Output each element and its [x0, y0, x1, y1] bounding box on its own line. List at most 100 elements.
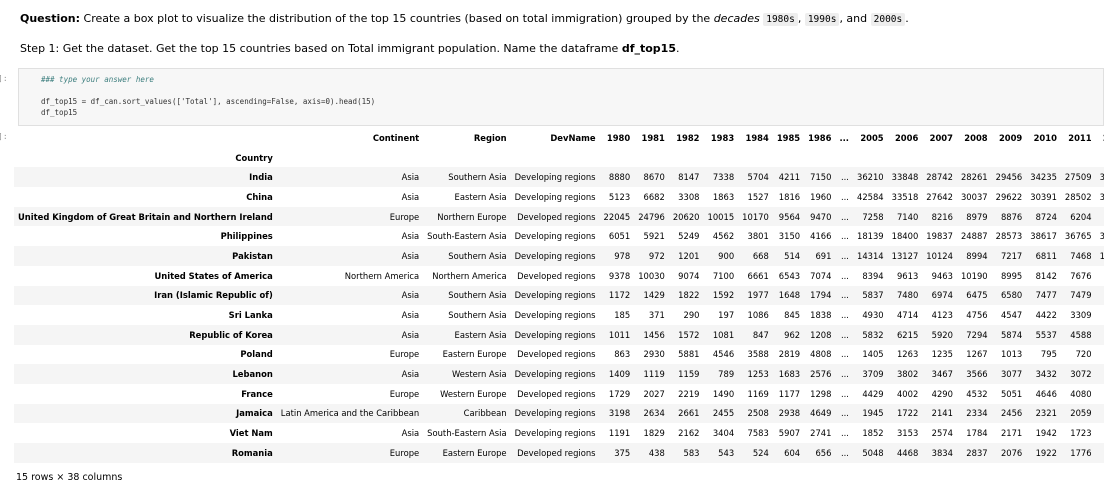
cell: 20620	[672, 211, 700, 222]
cell: 10124	[926, 250, 953, 261]
cell: 9613	[896, 270, 919, 281]
cell: ...	[840, 211, 849, 222]
cell: 7468	[1070, 250, 1092, 261]
cell: ...	[840, 270, 849, 281]
cell: 1977	[747, 290, 769, 301]
row-index: Pakistan	[232, 250, 273, 261]
cell: 28261	[960, 172, 988, 183]
column-header: 2005	[860, 132, 884, 143]
cell: 656	[815, 447, 832, 458]
cell: 7150	[810, 172, 832, 183]
cell: 978	[614, 250, 631, 261]
cell: South-Eastern Asia	[427, 428, 507, 439]
cell: 3077	[1000, 369, 1023, 380]
blank	[773, 148, 804, 168]
cell: 4756	[966, 310, 988, 321]
cell: Developing regions	[514, 329, 596, 340]
cell: 1784	[966, 428, 988, 439]
cell: 9074	[678, 270, 700, 281]
cell: 4930	[862, 310, 884, 321]
cell: ...	[840, 428, 849, 439]
blank	[600, 148, 635, 168]
data-row: United Kingdom of Great Britain and Nort…	[14, 206, 1104, 227]
cell: 7338	[712, 172, 735, 183]
cell: 10170	[742, 211, 769, 222]
cell: 3588	[747, 349, 769, 360]
cell: 5704	[747, 172, 769, 183]
cell: 29456	[995, 172, 1023, 183]
cell: Developing regions	[514, 369, 596, 380]
cell: 5048	[862, 447, 884, 458]
question-code: 1980s	[763, 13, 798, 26]
row-index: China	[246, 191, 273, 202]
cell: 4646	[1035, 388, 1057, 399]
data-row: Viet Nam Asia South-Eastern Asia Developing…	[14, 423, 1104, 443]
cell: 197	[718, 310, 735, 321]
cell: 4422	[1035, 310, 1057, 321]
cell: 2076	[1000, 447, 1023, 458]
cell: 1722	[896, 408, 919, 419]
cell: 6204	[1070, 211, 1092, 222]
cell: Europe	[389, 388, 420, 399]
data-row: France Europe Western Europe Developed regi…	[14, 384, 1104, 404]
cell: 5874	[1000, 329, 1023, 340]
cell: 42584	[856, 191, 884, 202]
row-index: United Kingdom of Great Britain and Nort…	[18, 211, 273, 222]
question-code: 2000s	[870, 13, 906, 26]
cell: 28573	[995, 231, 1023, 242]
cell: Developing regions	[514, 191, 596, 202]
question-label: Question:	[20, 12, 81, 25]
cell: 1960	[810, 191, 832, 202]
cell: 1081	[712, 329, 735, 340]
cell: 779	[1096, 345, 1104, 365]
cell: 1490	[712, 388, 735, 399]
cell: Developing regions	[514, 172, 596, 183]
blank	[957, 148, 992, 168]
cell: Southern Asia	[448, 290, 507, 301]
cell: 3153	[896, 428, 919, 439]
cell: 36210	[856, 172, 884, 183]
cell: 845	[784, 310, 801, 321]
cell: 18139	[856, 231, 884, 242]
column-header: 2006	[894, 132, 919, 143]
question-em: decades	[713, 12, 760, 25]
cell: 3198	[608, 408, 631, 419]
cell: 11227	[1099, 250, 1104, 261]
step-text: Step 1: Get the dataset. Get the top 15 …	[20, 42, 622, 55]
question-text: .	[905, 12, 909, 25]
data-row: Philippines Asia South-Eastern Asia Develop…	[14, 226, 1104, 246]
column-header: 1980	[606, 132, 631, 143]
cell: ...	[840, 388, 849, 399]
cell: 8142	[1035, 270, 1057, 281]
cell: 2634	[643, 408, 665, 419]
cell: 5832	[862, 329, 884, 340]
code-cell[interactable]: ### type your answer here df_top15 = df_…	[18, 68, 1104, 126]
cell: 34315	[1099, 231, 1104, 242]
cell: 514	[784, 250, 801, 261]
cell: Asia	[401, 428, 420, 439]
cell: 30933	[1099, 172, 1104, 183]
blank	[835, 148, 853, 168]
cell: 2837	[966, 447, 988, 458]
cell: 30037	[960, 191, 988, 202]
cell: Developed regions	[517, 447, 596, 458]
cell: 19837	[926, 231, 953, 242]
row-index: Viet Nam	[229, 428, 273, 439]
column-header: 2007	[929, 132, 953, 143]
question-text: , and	[839, 12, 871, 25]
column-header: ...	[839, 132, 849, 143]
cell: 6974	[931, 290, 953, 301]
cell: ...	[840, 310, 849, 321]
cell: 3309	[1070, 310, 1092, 321]
cell: 4562	[712, 231, 735, 242]
cell: 4649	[810, 408, 832, 419]
cell: 6661	[747, 270, 769, 281]
cell: 1794	[810, 290, 832, 301]
blank	[888, 148, 923, 168]
cell: ...	[840, 447, 849, 458]
cell: 5907	[778, 428, 801, 439]
column-header: Region	[473, 132, 507, 143]
cell: 5051	[1000, 388, 1023, 399]
